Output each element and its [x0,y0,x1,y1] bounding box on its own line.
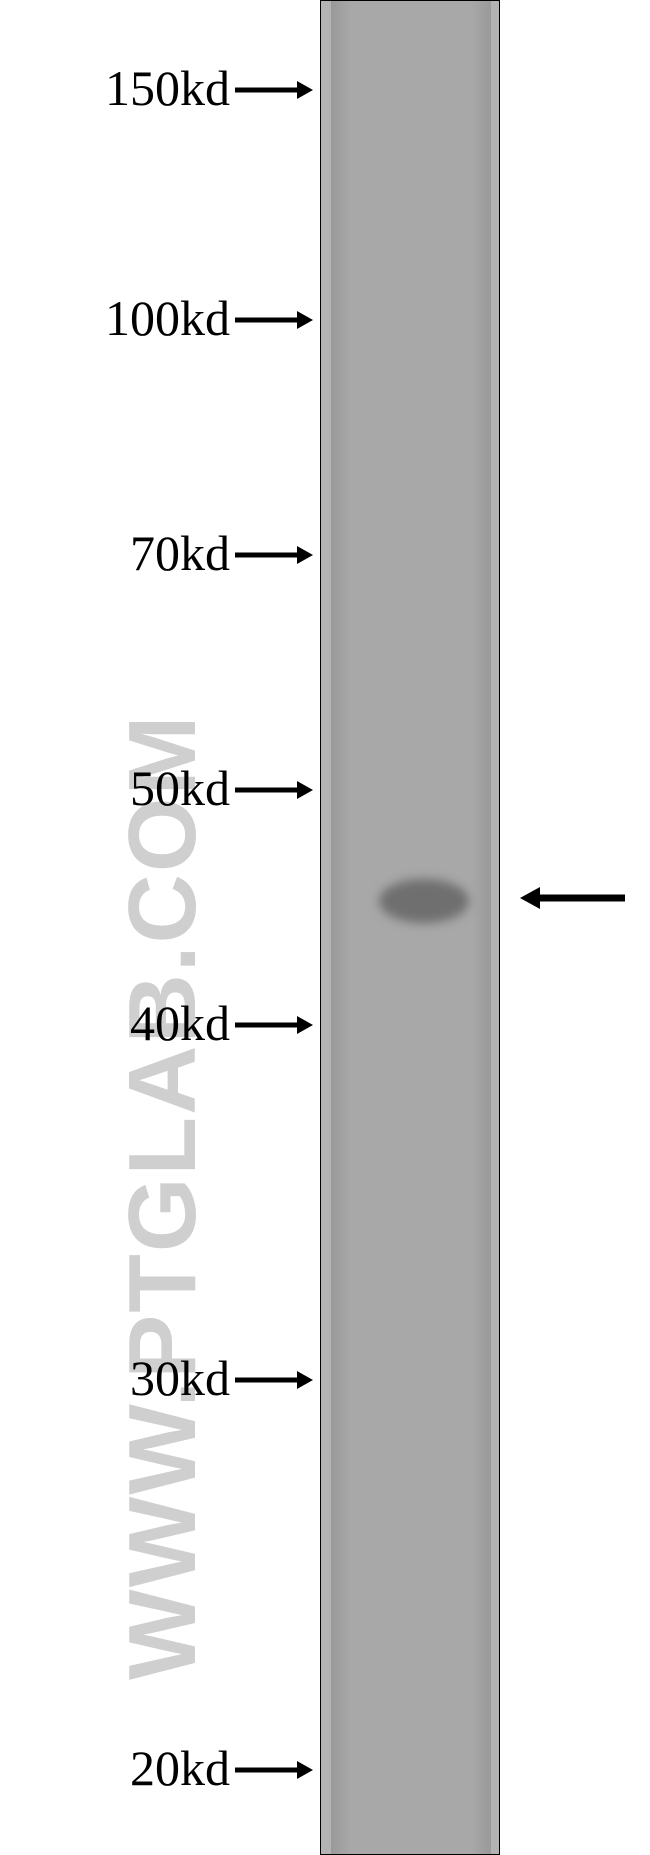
marker-arrow-icon [235,540,313,570]
marker-arrow-icon [235,1010,313,1040]
marker-arrow-icon [235,305,313,335]
blot-lane [331,1,491,1854]
marker-label: 30kd [130,1349,230,1407]
marker-label: 150kd [105,59,230,117]
marker-label: 40kd [130,994,230,1052]
marker-arrow-icon [235,1755,313,1785]
marker-arrow-icon [235,775,313,805]
blot-membrane [320,0,500,1855]
marker-label: 100kd [105,289,230,347]
watermark-text: WWW.PTGLAB.COM [108,210,218,1680]
band-indicator-arrow-icon [520,881,625,915]
marker-label: 20kd [130,1739,230,1797]
protein-band [379,879,469,923]
marker-label: 50kd [130,759,230,817]
marker-label: 70kd [130,524,230,582]
marker-arrow-icon [235,75,313,105]
marker-arrow-icon [235,1365,313,1395]
